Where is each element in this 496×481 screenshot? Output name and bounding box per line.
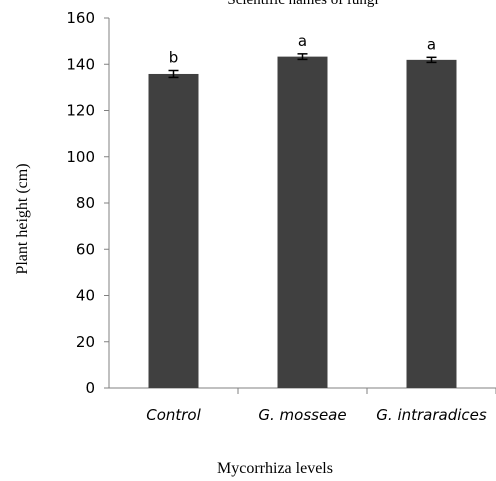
bar [406, 59, 457, 388]
x-axis-title: Mycorrhiza levels [217, 460, 333, 477]
y-tick-label: 40 [76, 287, 95, 305]
chart-title: Scientific names of fungi [227, 0, 378, 8]
y-tick-label: 140 [66, 55, 95, 73]
y-tick-label: 60 [76, 240, 95, 258]
y-tick-label: 20 [76, 333, 95, 351]
x-categories: Control G. mosseae G. intraradices [146, 388, 496, 424]
y-tick-label: 120 [66, 102, 95, 120]
category-label: Control [146, 406, 201, 424]
bars: ba a [148, 32, 457, 389]
y-axis-title: Plant height (cm) [14, 163, 31, 274]
significance-label: b [169, 48, 179, 66]
y-tick-label: 100 [66, 148, 95, 166]
bar [148, 73, 199, 389]
significance-label: a [427, 35, 436, 53]
y-tick-label: 0 [85, 379, 95, 397]
category-label: G. intraradices [376, 406, 487, 424]
y-tick-label: 80 [76, 194, 95, 212]
bar [277, 56, 328, 389]
y-ticks: 0 20 40 60 80 100 120 140 160 [66, 9, 109, 397]
significance-label: a [298, 32, 307, 50]
y-tick-label: 160 [66, 9, 95, 27]
category-label: G. mosseae [258, 406, 346, 424]
